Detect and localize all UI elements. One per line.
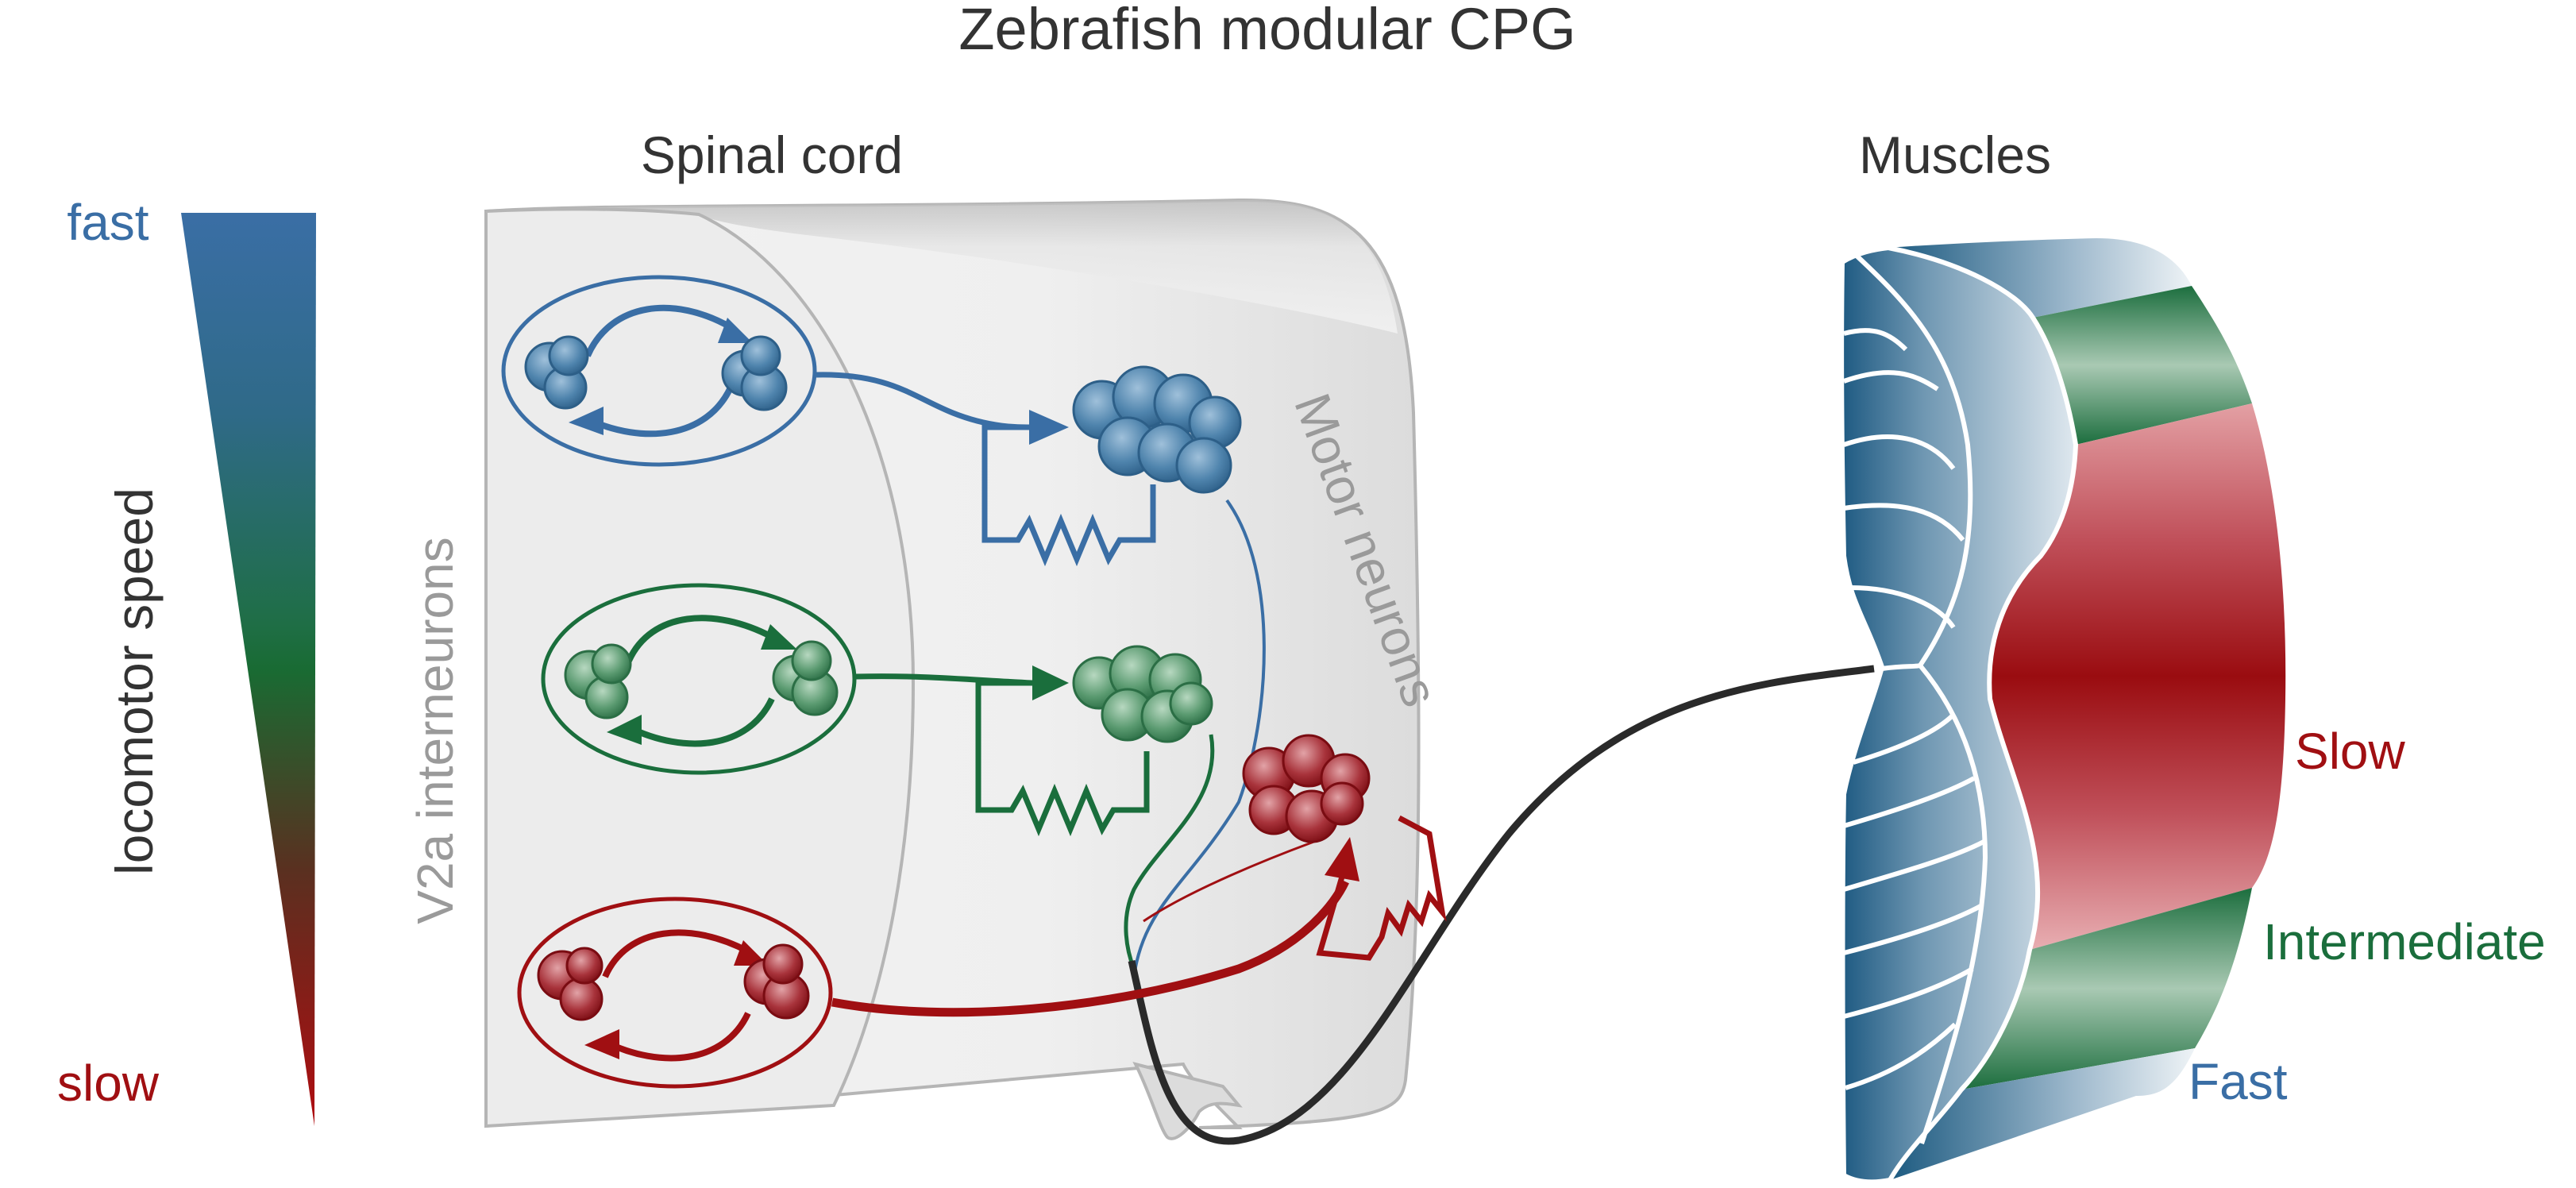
intermediate-interneuron-cluster-right <box>772 640 839 716</box>
muscle-slow-label: Slow <box>2295 723 2406 780</box>
muscle-intermediate-label: Intermediate <box>2263 913 2546 970</box>
motor-axon-intermediate <box>1124 734 1215 970</box>
spinal-cord-top-shading <box>486 199 1398 334</box>
slow-interneuron-cluster-right <box>743 943 810 1020</box>
intermediate-oscillator-arc-top <box>626 615 773 662</box>
slow-synapse-arrowhead <box>1325 837 1359 881</box>
fast-motor-neuron-cluster <box>1072 365 1242 494</box>
speed-gradient-wedge <box>181 213 316 1126</box>
slow-oscillator-ring <box>517 897 833 1089</box>
module-slow <box>517 734 1447 1089</box>
fast-oscillator-arc-bottom <box>586 386 734 438</box>
intermediate-resistor-loop <box>975 680 1150 837</box>
muscle-fast-label: Fast <box>2188 1053 2288 1110</box>
intermediate-arrowhead-bottom <box>607 715 642 745</box>
fast-oscillator-arc-top <box>584 304 732 357</box>
muscle-septa <box>1843 253 1988 1144</box>
slow-interneuron-cluster-left <box>537 947 604 1021</box>
fast-resistor-loop <box>981 424 1156 567</box>
intermediate-interneuron-cluster-left <box>564 643 632 719</box>
slow-oscillator-arc-bottom <box>604 1012 751 1062</box>
slow-projection-axon <box>831 879 1349 1017</box>
peripheral-nerve <box>1128 665 1875 1145</box>
muscle-intermediate-bottom-band <box>1961 888 2252 1090</box>
intermediate-oscillator-ring <box>541 583 857 775</box>
speed-scale: fast slow locomotor speed <box>57 194 316 1126</box>
speed-fast-label: fast <box>67 194 148 251</box>
intermediate-oscillator-arc-bottom <box>627 697 775 747</box>
module-fast <box>501 275 1242 567</box>
muscle-block <box>1839 238 2286 1185</box>
muscles-header: Muscles <box>1859 125 2051 184</box>
muscle-fast-top-band <box>1888 238 2192 318</box>
fast-arrowhead-bottom <box>569 407 604 435</box>
slow-motor-neuron-cluster <box>1242 734 1371 843</box>
motor-axon-fast <box>1132 499 1266 978</box>
v2a-interneurons-label: V2a interneurons <box>407 537 464 924</box>
muscle-intermediate-top-band <box>2033 286 2252 445</box>
figure-title: Zebrafish modular CPG <box>958 0 1575 62</box>
slow-oscillator-arc-top <box>602 929 750 978</box>
speed-axis-label: locomotor speed <box>105 488 164 875</box>
module-intermediate <box>541 583 1213 837</box>
muscle-cross-section-face <box>1839 245 2079 1185</box>
intermediate-motor-neuron-cluster <box>1072 645 1213 743</box>
muscle-fast-bottom-band <box>1890 1048 2195 1180</box>
fast-interneuron-cluster-right <box>721 335 788 411</box>
fast-oscillator-ring <box>501 275 817 467</box>
intermediate-synapse-arrowhead <box>1032 665 1069 700</box>
fast-interneuron-cluster-left <box>524 335 589 410</box>
spinal-cord-header: Spinal cord <box>641 125 903 184</box>
speed-slow-label: slow <box>57 1055 160 1112</box>
intermediate-arrowhead-top <box>761 624 797 650</box>
muscle-slow-band <box>1984 403 2286 950</box>
slow-arrowhead-bottom <box>584 1029 619 1059</box>
motor-axon-slow <box>1143 839 1319 923</box>
slow-resistor-loop <box>1316 815 1447 961</box>
spinal-cord-cross-section <box>484 207 916 1128</box>
fast-synapse-arrowhead <box>1029 410 1069 445</box>
fast-arrowhead-top <box>718 318 753 343</box>
